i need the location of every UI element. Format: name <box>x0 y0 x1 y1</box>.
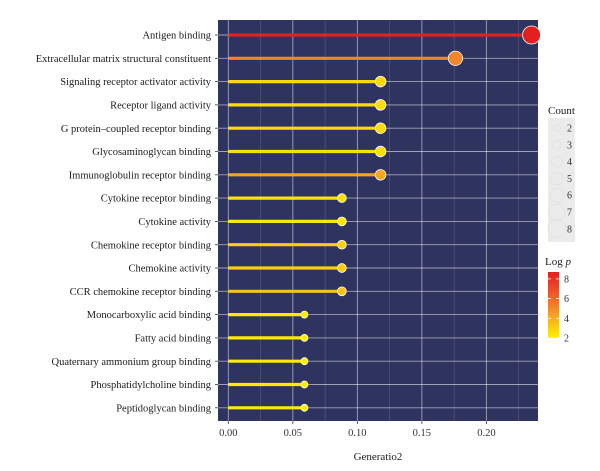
category-label: Chemokine activity <box>128 264 211 275</box>
count-legend-dot <box>551 156 563 168</box>
x-axis-title: Generatio2 <box>354 451 403 463</box>
category-label: Receptor ligand activity <box>110 101 212 112</box>
category-label: Cytokine receptor binding <box>101 194 212 205</box>
lollipop-dot <box>374 169 387 181</box>
count-legend: Count 2 3 4 5 6 7 8 <box>547 105 575 242</box>
count-legend-box <box>548 118 575 242</box>
category-label: Glycosaminoglycan binding <box>92 147 211 158</box>
count-legend-dot <box>549 187 565 203</box>
logp-tick-label: 6 <box>564 294 569 305</box>
category-label: Immunoglobulin receptor binding <box>69 170 212 181</box>
category-labels: Antigen binding Extracellular matrix stru… <box>36 31 218 414</box>
x-tick-label: 0.00 <box>219 428 237 439</box>
count-legend-dot <box>548 203 566 221</box>
lollipop-dot <box>300 357 309 366</box>
x-tick-label: 0.05 <box>284 428 302 439</box>
lollipop-dot <box>337 263 347 273</box>
category-label: Peptidoglycan binding <box>116 403 212 414</box>
x-tick-label: 0.10 <box>348 428 366 439</box>
x-axis-ticks: 0.00 0.05 0.10 0.15 0.20 <box>219 421 496 439</box>
count-legend-label: 8 <box>567 224 572 235</box>
logp-title-var: p <box>564 256 571 268</box>
count-legend-dot <box>550 171 564 185</box>
lollipop-dot <box>374 99 387 111</box>
lollipop-dot <box>337 216 347 227</box>
category-label: Cytokine activity <box>138 217 211 228</box>
count-legend-label: 7 <box>567 208 572 219</box>
logp-legend-title: Log p <box>545 256 571 268</box>
category-label: CCR chemokine receptor binding <box>70 287 212 298</box>
category-label: Phosphatidylcholine binding <box>91 380 212 391</box>
logp-legend: Log p 2 4 6 8 <box>545 256 571 345</box>
category-label: Antigen binding <box>142 31 211 42</box>
logp-title-main: Log <box>545 256 563 268</box>
lollipop-dot <box>374 145 387 158</box>
lollipop-dot <box>300 380 309 389</box>
count-legend-label: 5 <box>567 174 572 185</box>
count-legend-label: 2 <box>567 124 572 135</box>
lollipop-dot <box>374 122 387 134</box>
category-label: Quaternary ammonium group binding <box>51 357 211 368</box>
count-legend-title: Count <box>548 105 575 117</box>
category-label: Extracellular matrix structural constitu… <box>36 54 211 65</box>
count-legend-label: 3 <box>567 140 572 151</box>
count-legend-label: 4 <box>567 157 572 168</box>
logp-colorbar <box>548 272 559 338</box>
lollipop-dot <box>337 286 347 297</box>
count-legend-label: 6 <box>567 191 572 202</box>
lollipop-dot <box>337 239 347 250</box>
lollipop-dot <box>300 310 309 319</box>
lollipop-dot <box>300 333 309 342</box>
logp-tick-label: 8 <box>564 274 569 285</box>
count-legend-dot <box>553 124 561 132</box>
x-tick-label: 0.15 <box>413 428 431 439</box>
category-label: Monocarboxylic acid binding <box>87 310 212 321</box>
category-label: Fatty acid binding <box>135 334 212 345</box>
x-tick-label: 0.20 <box>477 428 495 439</box>
logp-tick-label: 2 <box>564 334 569 345</box>
lollipop-dot <box>374 75 387 88</box>
count-legend-dot <box>552 140 562 150</box>
logp-tick-label: 4 <box>564 314 569 325</box>
lollipop-dots <box>300 25 541 412</box>
category-label: Chemokine receptor binding <box>91 240 212 251</box>
category-label: Signaling receptor activator activity <box>60 77 211 88</box>
lollipop-dot <box>522 25 541 45</box>
lollipop-dot <box>337 193 347 203</box>
lollipop-dot <box>300 403 309 412</box>
lollipop-stems <box>228 33 532 410</box>
count-legend-dot <box>547 219 567 239</box>
category-label: G protein–coupled receptor binding <box>61 124 212 135</box>
lollipop-dot <box>447 50 463 66</box>
